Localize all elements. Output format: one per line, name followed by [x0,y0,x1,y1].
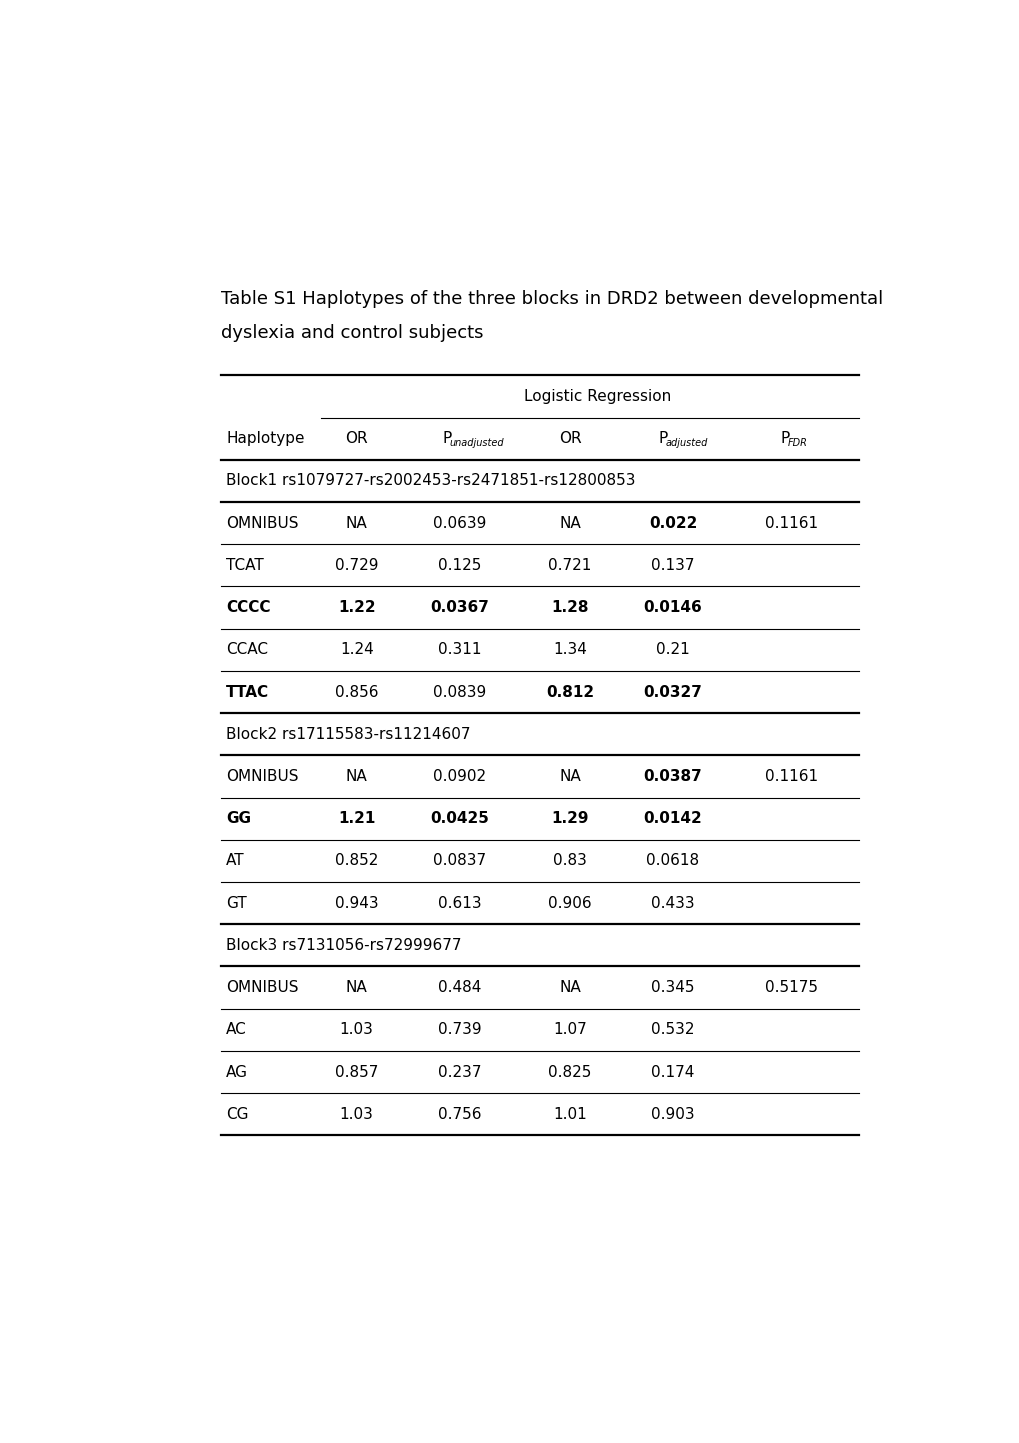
Text: 1.03: 1.03 [339,1107,373,1121]
Text: 0.174: 0.174 [650,1065,694,1079]
Text: OR: OR [558,431,581,446]
Text: 0.756: 0.756 [437,1107,481,1121]
Text: dyslexia and control subjects: dyslexia and control subjects [220,325,483,342]
Text: OMNIBUS: OMNIBUS [226,980,299,996]
Text: CCCC: CCCC [226,600,271,615]
Text: OMNIBUS: OMNIBUS [226,515,299,531]
Text: 0.433: 0.433 [650,896,694,911]
Text: NA: NA [345,980,367,996]
Text: 0.943: 0.943 [334,896,378,911]
Text: NA: NA [558,980,581,996]
Text: Block2 rs17115583-rs11214607: Block2 rs17115583-rs11214607 [226,727,471,742]
Text: 0.0425: 0.0425 [430,811,488,827]
Text: 1.24: 1.24 [339,642,373,658]
Text: 0.345: 0.345 [650,980,694,996]
Text: 0.532: 0.532 [650,1022,694,1038]
Text: AT: AT [226,853,245,869]
Text: unadjusted: unadjusted [448,439,503,449]
Text: NA: NA [558,515,581,531]
Text: 0.0618: 0.0618 [646,853,699,869]
Text: 0.0146: 0.0146 [643,600,702,615]
Text: 1.03: 1.03 [339,1022,373,1038]
Text: 0.21: 0.21 [655,642,689,658]
Text: Table S1 Haplotypes of the three blocks in DRD2 between developmental: Table S1 Haplotypes of the three blocks … [220,290,882,307]
Text: OR: OR [345,431,368,446]
Text: 0.721: 0.721 [548,558,591,573]
Text: 1.07: 1.07 [552,1022,587,1038]
Text: 0.237: 0.237 [437,1065,481,1079]
Text: 0.484: 0.484 [437,980,481,996]
Text: 1.01: 1.01 [552,1107,587,1121]
Text: 0.022: 0.022 [648,515,696,531]
Text: Block3 rs7131056-rs72999677: Block3 rs7131056-rs72999677 [226,938,462,952]
Text: 0.906: 0.906 [548,896,591,911]
Text: 1.34: 1.34 [552,642,587,658]
Text: 0.739: 0.739 [437,1022,481,1038]
Text: Logistic Regression: Logistic Regression [524,390,671,404]
Text: 0.856: 0.856 [334,684,378,700]
Text: OMNIBUS: OMNIBUS [226,769,299,784]
Text: 0.0387: 0.0387 [643,769,702,784]
Text: CG: CG [226,1107,249,1121]
Text: 0.0837: 0.0837 [432,853,486,869]
Text: AC: AC [226,1022,247,1038]
Text: 0.1161: 0.1161 [764,515,817,531]
Text: GT: GT [226,896,247,911]
Text: P: P [441,431,451,446]
Text: Block1 rs1079727-rs2002453-rs2471851-rs12800853: Block1 rs1079727-rs2002453-rs2471851-rs1… [226,473,635,488]
Text: NA: NA [558,769,581,784]
Text: 0.729: 0.729 [334,558,378,573]
Text: 1.29: 1.29 [551,811,588,827]
Text: 0.852: 0.852 [334,853,378,869]
Text: CCAC: CCAC [226,642,268,658]
Text: FDR: FDR [787,439,807,449]
Text: 0.0367: 0.0367 [430,600,488,615]
Text: 0.1161: 0.1161 [764,769,817,784]
Text: adjusted: adjusted [665,439,707,449]
Text: 0.0639: 0.0639 [432,515,486,531]
Text: 0.825: 0.825 [548,1065,591,1079]
Text: P: P [658,431,667,446]
Text: 0.0902: 0.0902 [432,769,486,784]
Text: 0.125: 0.125 [437,558,481,573]
Text: 0.83: 0.83 [552,853,587,869]
Text: AG: AG [226,1065,248,1079]
Text: Haplotype: Haplotype [226,431,305,446]
Text: 0.311: 0.311 [437,642,481,658]
Text: 0.0142: 0.0142 [643,811,702,827]
Text: 0.812: 0.812 [545,684,594,700]
Text: 0.0327: 0.0327 [643,684,702,700]
Text: 0.613: 0.613 [437,896,481,911]
Text: TTAC: TTAC [226,684,269,700]
Text: TCAT: TCAT [226,558,264,573]
Text: NA: NA [345,515,367,531]
Text: 1.28: 1.28 [551,600,588,615]
Text: 0.5175: 0.5175 [764,980,817,996]
Text: NA: NA [345,769,367,784]
Text: 0.903: 0.903 [650,1107,694,1121]
Text: GG: GG [226,811,251,827]
Text: 0.857: 0.857 [334,1065,378,1079]
Text: 1.22: 1.22 [337,600,375,615]
Text: 1.21: 1.21 [337,811,375,827]
Text: 0.0839: 0.0839 [432,684,486,700]
Text: 0.137: 0.137 [650,558,694,573]
Text: P: P [780,431,789,446]
